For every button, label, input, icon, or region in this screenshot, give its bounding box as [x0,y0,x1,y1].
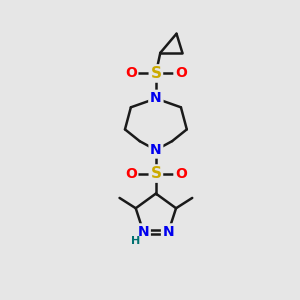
Text: O: O [175,167,187,181]
Text: O: O [125,167,137,181]
Text: N: N [150,92,162,106]
Text: O: O [175,66,187,80]
Text: S: S [150,166,161,181]
Text: N: N [150,92,162,106]
Text: S: S [150,66,161,81]
Text: N: N [150,143,162,157]
Text: O: O [125,66,137,80]
Text: N: N [163,225,174,239]
Text: N: N [138,225,149,239]
Text: H: H [131,236,141,246]
